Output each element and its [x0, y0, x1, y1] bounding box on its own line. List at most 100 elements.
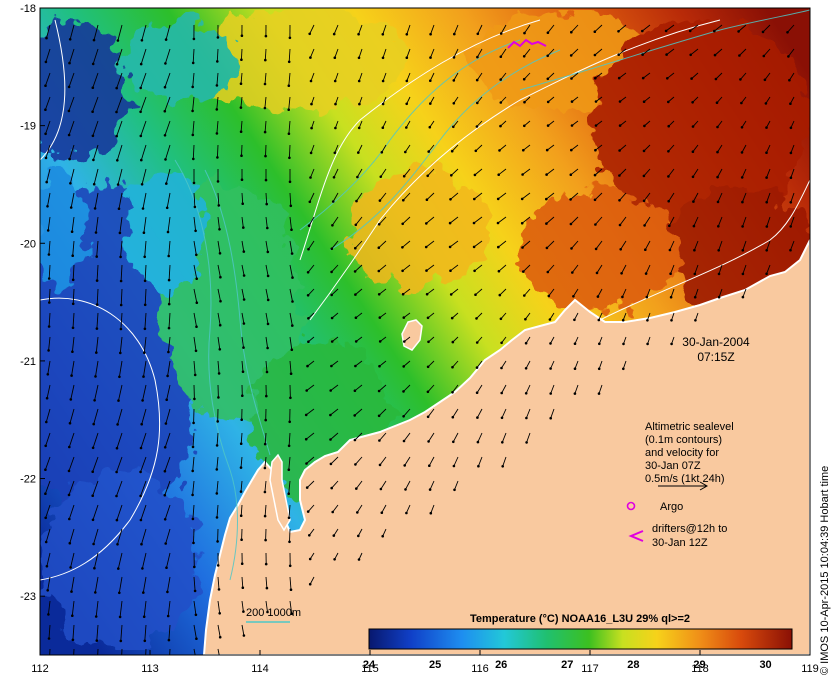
- velocity-arrow: [46, 384, 51, 399]
- bathymetry-label: 200 1000m: [246, 607, 301, 619]
- velocity-arrow-head: [95, 255, 98, 258]
- velocity-arrow-head: [378, 364, 381, 368]
- velocity-arrow-head: [354, 340, 358, 343]
- plot-frame: [39, 7, 811, 656]
- velocity-arrow: [741, 144, 747, 153]
- velocity-arrow: [426, 192, 435, 201]
- velocity-arrow-head: [263, 490, 267, 494]
- velocity-arrow-head: [70, 374, 73, 377]
- velocity-arrow: [690, 48, 699, 56]
- velocity-arrow-head: [569, 198, 572, 201]
- velocity-arrow: [47, 192, 51, 207]
- velocity-arrow-head: [308, 582, 312, 586]
- velocity-arrow: [693, 216, 699, 227]
- velocity-arrow-head: [119, 279, 123, 283]
- velocity-arrow-head: [717, 295, 721, 299]
- colorbar-tick-label: 29: [693, 659, 705, 671]
- velocity-arrow: [427, 168, 435, 177]
- velocity-arrow-head: [520, 221, 524, 225]
- velocity-arrow: [665, 24, 675, 32]
- velocity-arrow-head: [453, 488, 456, 492]
- velocity-arrow-head: [356, 175, 359, 179]
- velocity-arrow-head: [68, 517, 71, 521]
- velocity-arrow-head: [765, 176, 768, 179]
- velocity-arrow: [193, 264, 198, 279]
- velocity-arrow: [381, 144, 387, 153]
- velocity-arrow: [453, 456, 459, 467]
- velocity-arrow-head: [425, 269, 428, 272]
- velocity-arrow: [265, 312, 269, 324]
- velocity-arrow-head: [448, 245, 452, 249]
- velocity-arrow-head: [91, 62, 95, 66]
- velocity-arrow-head: [143, 303, 147, 307]
- velocity-arrow: [140, 504, 147, 521]
- velocity-arrow-head: [215, 516, 219, 519]
- velocity-arrow-head: [92, 542, 95, 546]
- velocity-arrow-head: [71, 302, 75, 306]
- velocity-arrow-head: [216, 540, 219, 543]
- velocity-arrow: [308, 240, 315, 250]
- velocity-arrow: [165, 168, 171, 184]
- velocity-arrow-head: [142, 231, 146, 234]
- velocity-arrow-head: [403, 340, 406, 343]
- velocity-arrow: [288, 432, 291, 446]
- velocity-arrow: [334, 144, 339, 153]
- velocity-arrow: [192, 96, 195, 111]
- velocity-arrow-head: [378, 340, 382, 343]
- velocity-arrow-head: [166, 374, 169, 378]
- velocity-arrow: [450, 192, 459, 200]
- velocity-arrow-head: [667, 124, 670, 128]
- velocity-arrow-head: [307, 317, 310, 320]
- velocity-arrow: [48, 336, 51, 351]
- velocity-arrow-head: [69, 398, 73, 401]
- velocity-arrow-head: [329, 389, 333, 392]
- velocity-arrow-head: [288, 36, 292, 40]
- velocity-arrow-head: [310, 126, 313, 130]
- velocity-arrow: [193, 336, 197, 351]
- velocity-arrow: [330, 408, 339, 416]
- velocity-arrow-head: [165, 566, 168, 569]
- velocity-arrow: [48, 264, 51, 279]
- velocity-arrow: [766, 216, 771, 227]
- velocity-arrow-head: [193, 589, 197, 593]
- velocity-arrow: [595, 216, 603, 225]
- velocity-arrow: [193, 240, 197, 255]
- velocity-arrow-head: [194, 229, 197, 233]
- velocity-arrow: [192, 120, 195, 135]
- velocity-arrow-head: [115, 134, 118, 138]
- velocity-arrow-head: [546, 77, 550, 81]
- velocity-arrow-head: [449, 198, 452, 201]
- velocity-arrow-head: [472, 221, 476, 225]
- velocity-arrow: [45, 144, 51, 159]
- velocity-arrow-head: [451, 415, 455, 419]
- velocity-arrow-head: [379, 487, 383, 491]
- velocity-arrow: [523, 72, 531, 80]
- velocity-arrow: [715, 72, 723, 80]
- velocity-arrow: [47, 600, 51, 615]
- velocity-arrow-head: [239, 466, 243, 469]
- velocity-arrow: [193, 528, 195, 543]
- velocity-arrow-head: [426, 365, 430, 369]
- velocity-arrow: [571, 72, 579, 79]
- velocity-arrow: [121, 648, 123, 655]
- velocity-arrow: [741, 168, 747, 178]
- velocity-arrow-head: [330, 270, 333, 274]
- velocity-arrow-head: [46, 229, 50, 232]
- velocity-arrow-head: [524, 392, 528, 395]
- velocity-arrow-head: [94, 375, 97, 378]
- velocity-arrow-head: [377, 414, 381, 418]
- velocity-arrow-head: [287, 516, 291, 520]
- velocity-arrow: [193, 648, 196, 655]
- velocity-arrow: [70, 384, 75, 400]
- velocity-arrow-head: [618, 149, 621, 152]
- velocity-arrow: [140, 480, 147, 497]
- velocity-arrow: [240, 72, 243, 84]
- velocity-arrow: [119, 216, 123, 233]
- velocity-arrow-head: [378, 199, 382, 202]
- velocity-arrow-head: [570, 247, 573, 250]
- velocity-arrow: [426, 288, 435, 295]
- velocity-arrow: [288, 120, 291, 134]
- velocity-arrow-head: [116, 159, 119, 162]
- velocity-arrow-head: [118, 231, 122, 235]
- velocity-arrow: [668, 144, 675, 152]
